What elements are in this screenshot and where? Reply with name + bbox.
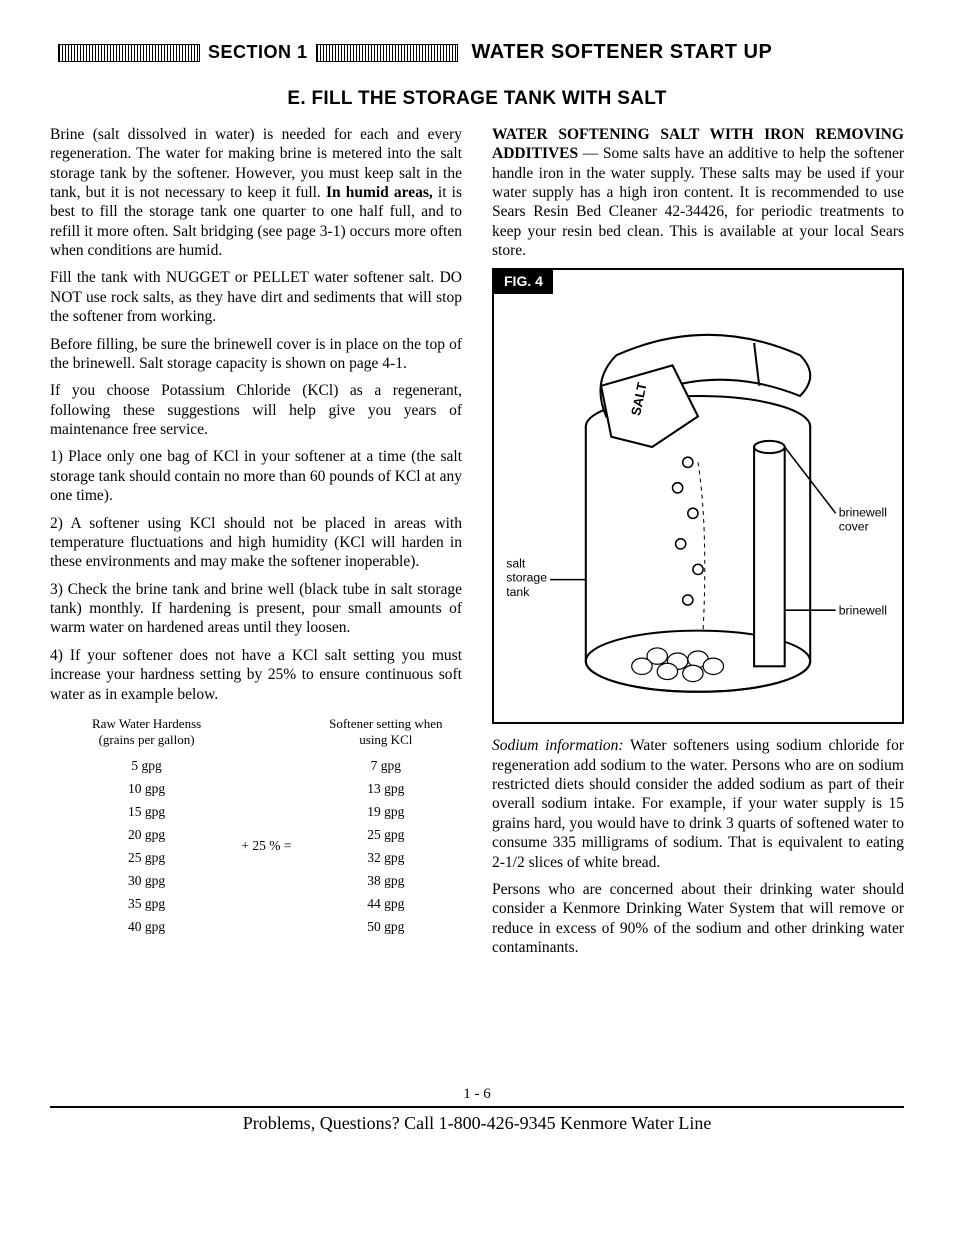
table-row: 5 gpg7 gpg	[72, 756, 460, 777]
section-label: SECTION 1	[208, 41, 308, 64]
svg-text:storage: storage	[506, 571, 547, 585]
para-brinewell-cover: Before filling, be sure the brinewell co…	[50, 335, 462, 374]
page-number: 1 - 6	[50, 1085, 904, 1104]
table-header-raw: Raw Water Hardenss (grains per gallon)	[72, 714, 221, 755]
tank-label: salt	[506, 556, 526, 570]
footer-rule	[50, 1106, 904, 1108]
table-row: 15 gpg19 gpg	[72, 802, 460, 823]
para-iron-additives: WATER SOFTENING SALT WITH IRON REMOVING …	[492, 125, 904, 261]
para-kcl-2: 2) A softener using KCl should not be pl…	[50, 514, 462, 572]
svg-text:tank: tank	[506, 585, 530, 599]
figure-tank-diagram: SALT	[494, 294, 902, 722]
para-kcl-intro: If you choose Potassium Chloride (KCl) a…	[50, 381, 462, 439]
para-fill-nugget: Fill the tank with NUGGET or PELLET wate…	[50, 268, 462, 326]
decorative-hatch-left	[58, 44, 200, 62]
content-columns: Brine (salt dissolved in water) is neede…	[50, 125, 904, 966]
table-row: 40 gpg50 gpg	[72, 917, 460, 938]
figure-4: FIG. 4 SALT	[492, 268, 904, 724]
right-column: WATER SOFTENING SALT WITH IRON REMOVING …	[492, 125, 904, 966]
svg-text:cover: cover	[839, 520, 869, 534]
footer-help-text: Problems, Questions? Call 1-800-426-9345…	[50, 1112, 904, 1135]
brinewell-label: brinewell	[839, 603, 887, 617]
left-column: Brine (salt dissolved in water) is neede…	[50, 125, 462, 966]
table-row: 20 gpg+ 25 % =25 gpg	[72, 825, 460, 846]
kcl-hardness-table: Raw Water Hardenss (grains per gallon) S…	[70, 712, 462, 940]
page-header: SECTION 1 WATER SOFTENER START UP	[50, 40, 904, 65]
section-heading: E. FILL THE STORAGE TANK WITH SALT	[50, 87, 904, 111]
para-kcl-4: 4) If your softener does not have a KCl …	[50, 646, 462, 704]
para-kcl-3: 3) Check the brine tank and brine well (…	[50, 580, 462, 638]
page-footer: 1 - 6 Problems, Questions? Call 1-800-42…	[50, 1085, 904, 1134]
table-row: 30 gpg38 gpg	[72, 871, 460, 892]
table-row: 10 gpg13 gpg	[72, 779, 460, 800]
decorative-hatch-right	[316, 44, 458, 62]
figure-label: FIG. 4	[494, 270, 553, 294]
para-brine: Brine (salt dissolved in water) is neede…	[50, 125, 462, 261]
table-header-setting: Softener setting when using KCl	[312, 714, 460, 755]
page-title: WATER SOFTENER START UP	[472, 40, 773, 65]
para-sodium-info: Sodium information: Water softeners usin…	[492, 736, 904, 872]
para-kenmore-system: Persons who are concerned about their dr…	[492, 880, 904, 958]
table-row: 35 gpg44 gpg	[72, 894, 460, 915]
para-kcl-1: 1) Place only one bag of KCl in your sof…	[50, 447, 462, 505]
brinewell-cover-label: brinewell	[839, 505, 887, 519]
